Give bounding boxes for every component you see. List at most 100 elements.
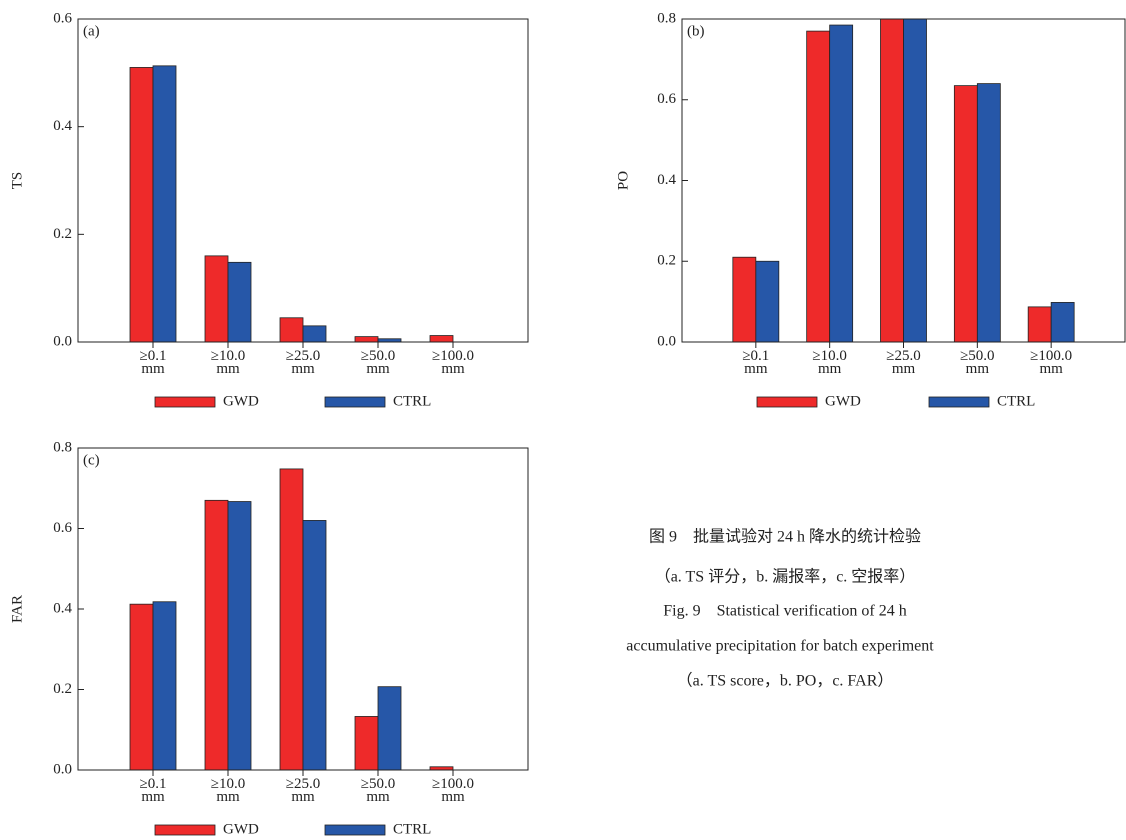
x-tick-label-line: mm	[441, 789, 465, 805]
bar	[880, 18, 904, 343]
x-tick-label: ≥25.0 mm	[286, 348, 320, 377]
x-tick-label: ≥10.0 mm	[211, 776, 245, 805]
x-tick-label: ≥10.0 mm	[211, 348, 245, 377]
x-tick-label-line: ≥10.0	[812, 348, 846, 364]
legend-label: CTRL	[393, 821, 431, 837]
x-tick-label-line: ≥0.1	[742, 348, 769, 364]
x-tick-label: ≥0.1 mm	[140, 776, 167, 805]
legend-label: GWD	[825, 393, 861, 409]
x-tick-label-line: ≥100.0	[432, 776, 474, 792]
x-tick-label-line: ≥0.1	[140, 776, 167, 792]
y-tick-label: 0.8	[657, 10, 676, 26]
legend-label: GWD	[223, 821, 259, 837]
x-tick-label-line: ≥25.0	[286, 776, 320, 792]
legend-label: CTRL	[997, 393, 1035, 409]
bar	[354, 336, 379, 343]
bar	[732, 256, 757, 343]
caption-line: （a. TS score，b. PO，c. FAR）	[677, 672, 894, 690]
y-tick-label: 0.6	[657, 91, 676, 107]
bar	[953, 85, 978, 343]
legend-swatch	[324, 824, 386, 836]
y-tick-label: 0.4	[53, 600, 72, 616]
bar	[129, 67, 154, 343]
x-tick-label-line: mm	[366, 361, 390, 377]
legend-swatch	[154, 396, 216, 408]
x-tick-label: ≥25.0 mm	[886, 348, 920, 377]
x-tick-label: ≥50.0 mm	[960, 348, 994, 377]
y-tick-label: 0.0	[657, 333, 676, 349]
x-tick-label-line: ≥50.0	[361, 776, 395, 792]
x-tick-label: ≥50.0 mm	[361, 348, 395, 377]
y-tick-label: 0.4	[657, 172, 676, 188]
y-tick-label: 0.6	[53, 520, 72, 536]
bar	[429, 335, 454, 343]
y-axis-label: FAR	[9, 595, 25, 623]
x-tick-label-line: ≥10.0	[211, 776, 245, 792]
y-tick-label: 0.2	[53, 226, 72, 242]
bar	[279, 468, 304, 771]
x-tick-label-line: mm	[216, 789, 240, 805]
bar	[152, 601, 177, 771]
x-tick-label-line: ≥50.0	[960, 348, 994, 364]
caption-line: Fig. 9 Statistical verification of 24 h	[663, 603, 907, 620]
x-tick-label-line: mm	[216, 361, 240, 377]
legend-swatch	[154, 824, 216, 836]
x-tick-label-line: ≥25.0	[286, 348, 320, 364]
bar	[204, 499, 229, 771]
x-tick-label: ≥0.1 mm	[140, 348, 167, 377]
y-tick-label: 0.8	[53, 439, 72, 455]
bar	[903, 18, 927, 343]
x-tick-label: ≥25.0 mm	[286, 776, 320, 805]
bar	[806, 30, 831, 343]
x-tick-label: ≥100.0 mm	[432, 776, 474, 805]
x-tick-label-line: mm	[1039, 361, 1063, 377]
legend-swatch	[928, 396, 990, 408]
caption-line: （a. TS 评分，b. 漏报率，c. 空报率）	[655, 568, 916, 586]
x-tick-label: ≥10.0 mm	[812, 348, 846, 377]
x-tick-label-line: ≥100.0	[432, 348, 474, 364]
bar	[302, 325, 327, 343]
caption-line: accumulative precipitation for batch exp…	[626, 638, 934, 655]
y-tick-label: 0.2	[53, 681, 72, 697]
y-tick-label: 0.6	[53, 10, 72, 26]
bar	[152, 65, 177, 343]
x-tick-label-line: ≥10.0	[211, 348, 245, 364]
panel-label: (c)	[83, 452, 100, 468]
bar	[755, 260, 780, 343]
x-tick-label-line: mm	[744, 361, 768, 377]
y-tick-label: 0.2	[657, 253, 676, 269]
legend-swatch	[324, 396, 386, 408]
x-tick-label-line: mm	[291, 789, 315, 805]
legend-swatch	[756, 396, 818, 408]
x-tick-label: ≥100.0 mm	[1030, 348, 1072, 377]
bar	[302, 520, 327, 771]
bar	[829, 24, 854, 343]
bar	[129, 603, 154, 771]
bar	[279, 317, 304, 343]
bar	[976, 83, 1001, 343]
caption-line: 图 9 批量试验对 24 h 降水的统计检验	[649, 528, 921, 546]
y-tick-label: 0.0	[53, 761, 72, 777]
x-tick-label-line: mm	[291, 361, 315, 377]
y-tick-label: 0.0	[53, 333, 72, 349]
x-tick-label-line: ≥0.1	[140, 348, 167, 364]
legend-label: GWD	[223, 393, 259, 409]
x-tick-label-line: ≥25.0	[886, 348, 920, 364]
x-tick-label-line: mm	[441, 361, 465, 377]
x-tick-label-line: mm	[892, 361, 916, 377]
x-tick-label-line: mm	[141, 789, 165, 805]
y-tick-label: 0.4	[53, 118, 72, 134]
x-tick-label-line: ≥50.0	[361, 348, 395, 364]
bar	[1050, 302, 1075, 343]
x-tick-label-line: mm	[818, 361, 842, 377]
legend-label: CTRL	[393, 393, 431, 409]
bar	[204, 255, 229, 343]
bar	[354, 716, 379, 771]
x-tick-label: ≥100.0 mm	[432, 348, 474, 377]
x-tick-label-line: mm	[366, 789, 390, 805]
x-tick-label-line: mm	[141, 361, 165, 377]
bar	[227, 501, 252, 771]
y-axis-label: TS	[9, 172, 25, 190]
y-axis-label: PO	[615, 171, 631, 190]
bar	[227, 261, 252, 343]
